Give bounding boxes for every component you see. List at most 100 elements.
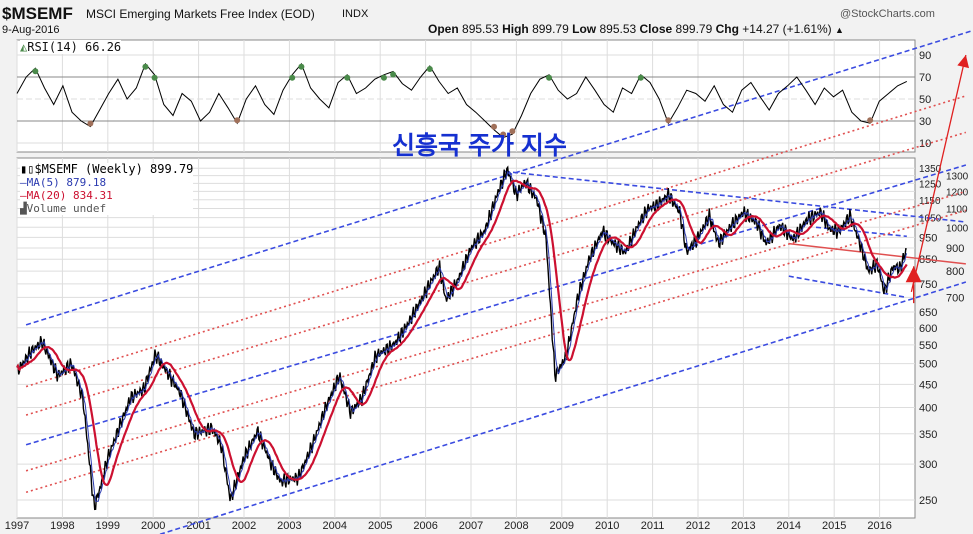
rsi-overbought-fill	[380, 74, 387, 81]
rsi-overbought-fill	[344, 74, 351, 81]
rsi-oversold-fill	[665, 117, 672, 124]
blue-trendline	[159, 281, 967, 534]
y-tick-label: 500	[919, 359, 937, 371]
rsi-oversold-fill	[509, 128, 516, 135]
rsi-oversold-fill	[234, 117, 241, 124]
rsi-overbought-fill	[546, 74, 553, 81]
ohlc: Open 895.53 High 899.79 Low 895.53 Close…	[428, 22, 844, 36]
symbol: $MSEMF	[2, 4, 73, 23]
x-tick-label: 1997	[5, 520, 29, 532]
ma5-legend-label: MA(5) 879.18	[26, 176, 107, 189]
price-line	[16, 165, 907, 511]
y-tick-label: 700	[946, 292, 964, 304]
rsi-line	[16, 62, 908, 139]
rsi-overbought-fill	[151, 74, 158, 81]
x-tick-label: 2000	[141, 520, 165, 532]
up-arrow-icon: ▲	[835, 25, 844, 35]
x-tick-label: 2016	[867, 520, 891, 532]
open-label: Open	[428, 22, 459, 36]
rsi-legend-label: RSI(14) 66.26	[27, 40, 122, 54]
y-tick-label: 250	[919, 495, 937, 507]
rsi-tick-label: 30	[919, 116, 931, 128]
rsi-tick-label: 70	[919, 72, 931, 84]
volume-icon: ▟	[20, 202, 27, 215]
y-tick-label: 750	[919, 279, 937, 291]
y-tick-label: 1000	[946, 223, 969, 234]
volume-legend-row: ▟Volume undef	[20, 202, 193, 215]
red-trendline	[25, 95, 967, 388]
y-tick-label: 300	[919, 459, 937, 471]
ma20-line	[16, 179, 908, 487]
rsi-overbought-fill	[142, 63, 149, 70]
y-tick-label: 950	[919, 232, 937, 244]
rsi-overbought-fill	[289, 74, 296, 81]
close-value: 899.79	[675, 22, 713, 36]
low-label: Low	[572, 22, 597, 36]
price-legend-label: $MSEMF (Weekly) 899.79	[34, 162, 194, 176]
red-trendline	[25, 190, 967, 472]
x-tick-label: 2008	[504, 520, 528, 532]
rsi-overbought-fill	[390, 71, 397, 78]
open-value: 895.53	[462, 22, 499, 36]
blue-trendline	[815, 226, 907, 238]
high-label: High	[502, 22, 529, 36]
y-tick-label: 900	[946, 243, 964, 255]
brand: @StockCharts.com	[840, 8, 935, 20]
y-tick-label: 1300	[946, 172, 969, 183]
rsi-oversold-fill	[867, 117, 874, 124]
x-tick-label: 2012	[686, 520, 710, 532]
rsi-tick-label: 50	[919, 94, 931, 106]
x-tick-label: 2013	[731, 520, 755, 532]
ma20-legend-label: MA(20) 834.31	[26, 189, 113, 202]
rsi-legend: ◭RSI(14) 66.26	[20, 40, 122, 54]
rsi-overbought-fill	[298, 63, 305, 70]
x-tick-label: 2014	[777, 520, 801, 532]
rsi-tick-label: 10	[919, 138, 931, 150]
y-tick-label: 450	[919, 379, 937, 391]
y-tick-label: 1050	[919, 214, 942, 225]
rsi-oversold-fill	[500, 131, 507, 138]
volume-legend-label: Volume undef	[26, 202, 107, 215]
y-tick-label: 1200	[946, 187, 969, 198]
annotation-title: 신흥국 주가 지수	[392, 132, 567, 160]
arrow-head-icon	[905, 266, 922, 283]
x-tick-label: 2010	[595, 520, 619, 532]
y-tick-label: 550	[919, 340, 937, 352]
low-value: 895.53	[599, 22, 637, 36]
rsi-oversold-fill	[87, 120, 94, 127]
y-tick-label: 1350	[919, 164, 942, 175]
candlestick-icon: ▮▯	[20, 162, 35, 176]
y-tick-label: 1150	[919, 196, 941, 207]
x-tick-label: 2007	[459, 520, 483, 532]
date: 9-Aug-2016	[2, 24, 60, 36]
red-trendline	[788, 242, 966, 265]
x-tick-label: 2001	[186, 520, 210, 532]
x-tick-label: 2015	[822, 520, 846, 532]
rsi-overbought-fill	[426, 66, 433, 72]
arrow-head-icon	[957, 55, 970, 69]
ma5-line	[16, 170, 908, 502]
x-tick-label: 2003	[277, 520, 301, 532]
x-tick-label: 2011	[641, 520, 665, 532]
price-legend-row: ▮▯$MSEMF (Weekly) 899.79	[20, 163, 193, 176]
rsi-overbought-fill	[637, 74, 644, 81]
ma5-legend-row: —MA(5) 879.18	[20, 176, 107, 189]
index-name: MSCI Emerging Markets Free Index (EOD)	[86, 7, 315, 21]
x-tick-label: 2002	[232, 520, 256, 532]
rsi-overbought-fill	[32, 68, 39, 75]
x-tick-label: 1999	[96, 520, 120, 532]
chg-label: Chg	[715, 22, 739, 36]
y-tick-label: 1100	[946, 205, 968, 216]
exchange: INDX	[342, 8, 369, 20]
x-tick-label: 2009	[550, 520, 574, 532]
y-tick-label: 1250	[919, 179, 942, 190]
rsi-tick-label: 90	[919, 50, 931, 62]
x-tick-label: 1998	[50, 520, 74, 532]
y-tick-label: 650	[919, 307, 937, 319]
x-tick-label: 2004	[323, 520, 347, 532]
ma20-legend-row: —MA(20) 834.31	[20, 189, 113, 202]
y-tick-label: 800	[946, 266, 964, 278]
red-trendline	[25, 131, 967, 416]
